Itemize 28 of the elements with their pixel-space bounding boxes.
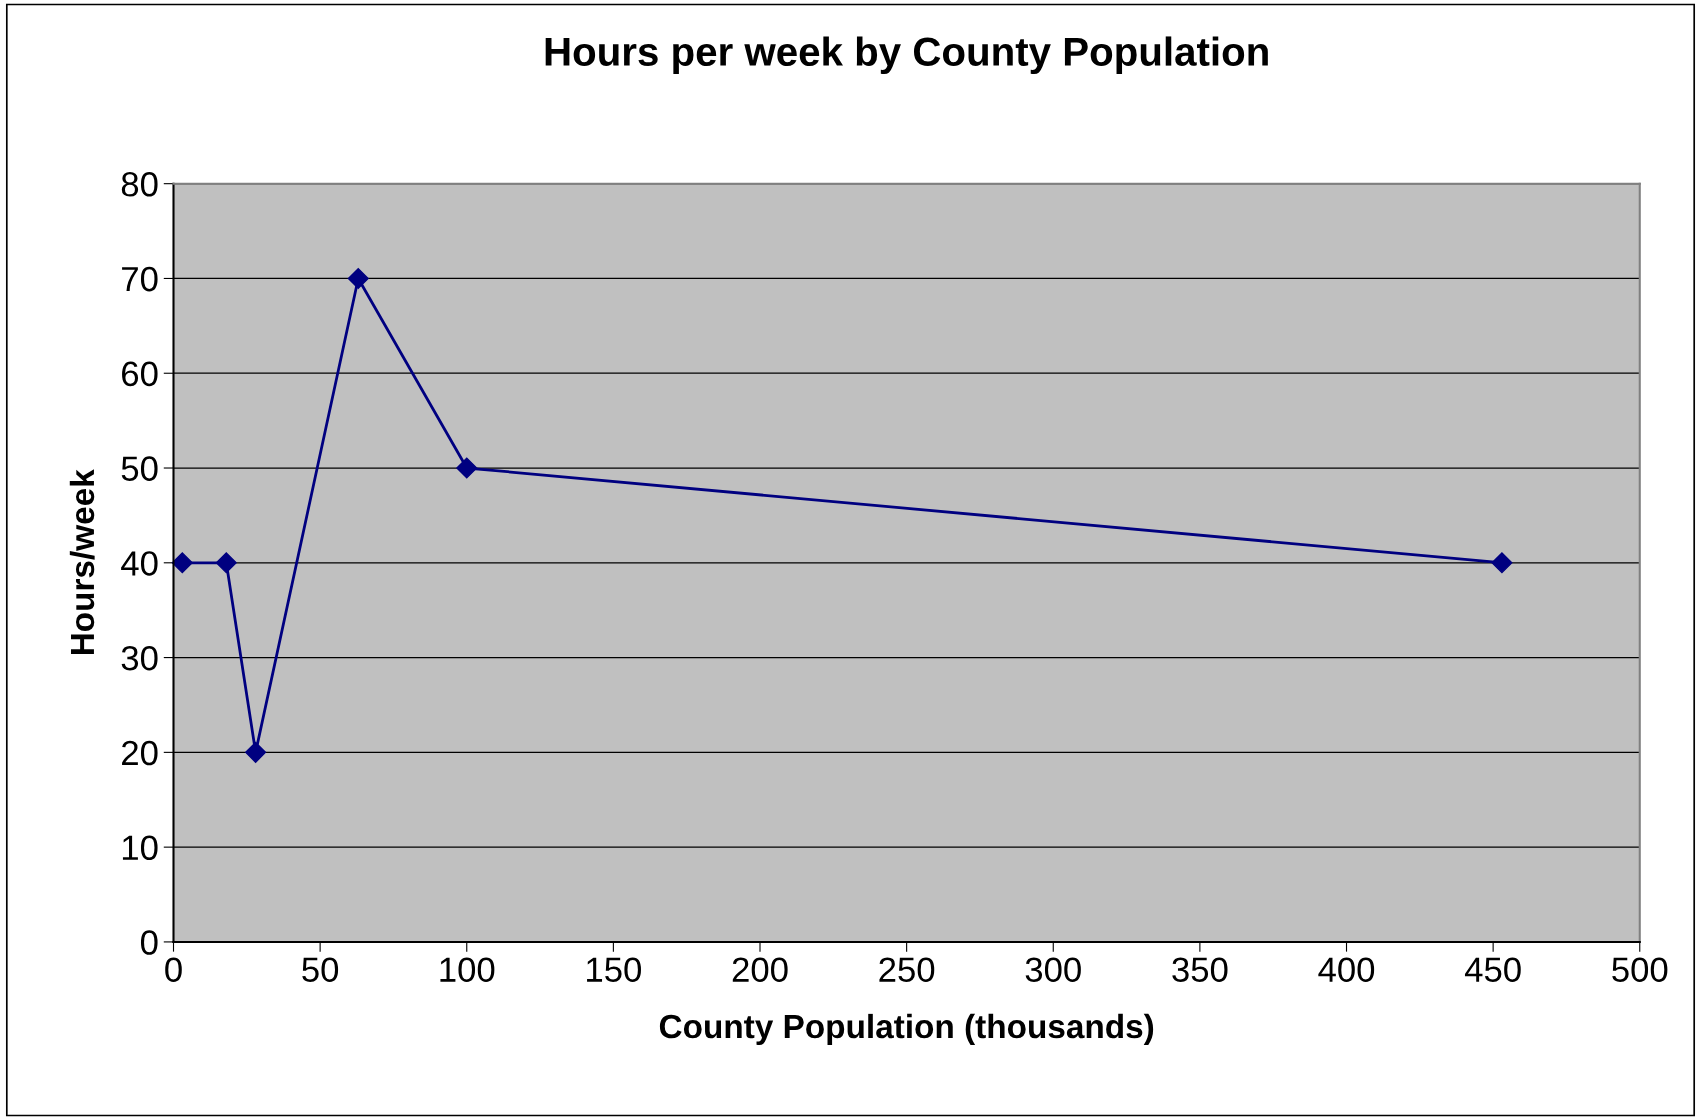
x-tick-label: 300	[1025, 957, 1081, 983]
x-tick-label: 0	[165, 957, 182, 983]
chart-title: Hours per week by County Population	[545, 36, 1268, 74]
x-tick-label: 150	[587, 957, 641, 983]
y-tick-label: 30	[121, 645, 158, 671]
y-tick-label: 70	[122, 266, 158, 292]
y-tick-label: 10	[122, 835, 158, 861]
x-tick-label: 250	[879, 957, 935, 983]
y-tick-label: 0	[140, 930, 158, 955]
x-axis-title: County Population (thousands)	[659, 1013, 1154, 1045]
x-tick-label: 50	[302, 957, 339, 983]
y-tick-label: 80	[121, 172, 158, 197]
point	[347, 267, 369, 289]
y-axis-title: Hours/week	[69, 469, 95, 655]
x-tick-label: 350	[1172, 957, 1228, 983]
point	[1491, 552, 1513, 574]
x-tick-label: 400	[1318, 957, 1375, 983]
x-tick-label: 500	[1612, 957, 1668, 983]
y-tick-label: 20	[122, 740, 158, 766]
point	[215, 552, 237, 574]
x-tick-label: 200	[732, 957, 788, 983]
x-tick-label: 450	[1464, 957, 1521, 983]
point	[456, 457, 478, 479]
y-tick-label: 60	[122, 361, 158, 387]
point	[245, 741, 267, 763]
y-tick-label: 50	[121, 456, 158, 481]
x-tick-label: 100	[440, 957, 495, 983]
y-tick-label: 40	[121, 551, 158, 576]
